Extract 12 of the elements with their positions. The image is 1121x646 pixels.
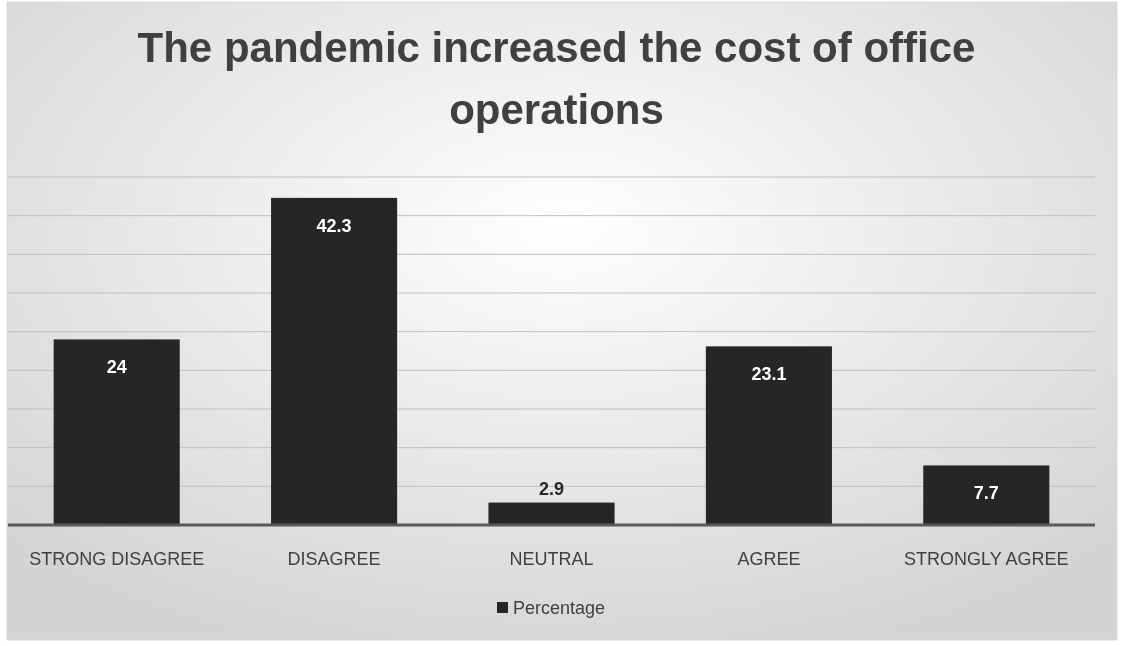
x-tick-label: STRONG DISAGREE xyxy=(29,549,205,569)
chart-title: The pandemic increased the cost of office operations xyxy=(137,24,976,133)
data-label: 7.7 xyxy=(973,483,999,504)
x-tick-label: DISAGREE xyxy=(287,549,381,569)
legend-label: Percentage xyxy=(513,598,606,618)
data-label: 2.9 xyxy=(538,478,565,499)
x-tick-label: STRONGLY AGREE xyxy=(904,549,1069,569)
x-tick-label: NEUTRAL xyxy=(509,549,594,569)
data-label: 42.3 xyxy=(316,215,352,236)
x-tick-label: AGREE xyxy=(737,549,801,569)
data-label: 23.1 xyxy=(751,364,787,385)
data-label: 24 xyxy=(106,357,127,378)
